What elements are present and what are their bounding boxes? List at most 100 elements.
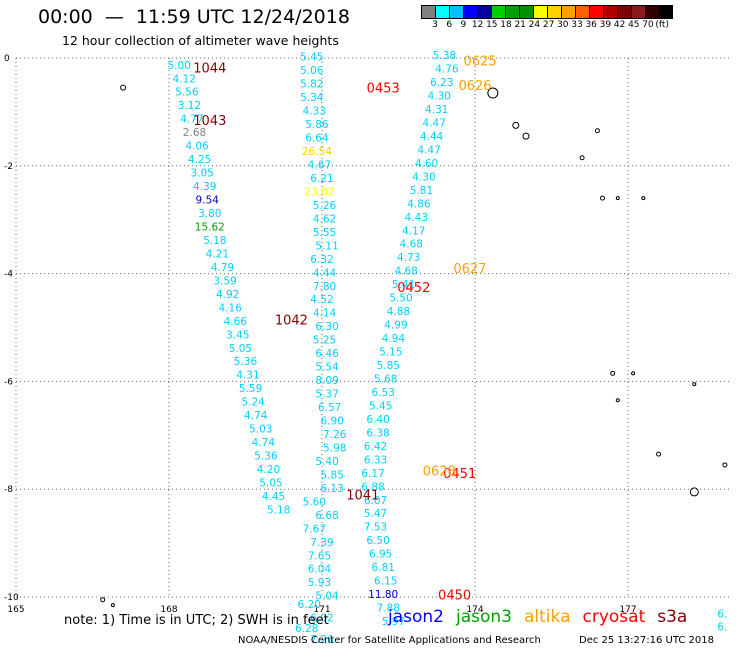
swh-reading: 5.47 — [364, 508, 387, 520]
swh-reading: 4.76 — [435, 64, 459, 76]
island-outline — [656, 451, 662, 457]
island-outline — [722, 462, 728, 468]
axis-labels: 165 168 171 174 177 0 -2 -4 -6 -8 -10 — [4, 54, 637, 615]
map-title: 00:00 — 11:59 UTC 12/24/2018 — [38, 6, 350, 28]
track-time-label: 0628 — [423, 464, 456, 479]
swh-reading: 7.88 — [377, 603, 400, 615]
swh-reading: 9.54 — [196, 195, 220, 207]
island-outline — [689, 487, 699, 497]
swh-reading: 6.95 — [369, 549, 392, 561]
swh-reading: 4.94 — [382, 333, 406, 345]
color-bar-tick: 9 — [460, 20, 467, 30]
swh-reading: 5.85 — [321, 469, 344, 481]
swh-reading: 6.53 — [372, 387, 395, 399]
swh-reading: 6.21 — [310, 173, 333, 185]
swh-reading: 4.47 — [423, 117, 446, 129]
x-tick-label: 168 — [160, 605, 177, 615]
color-swatch — [449, 5, 463, 19]
swh-reading: 5.56 — [175, 87, 199, 99]
color-swatch — [421, 5, 435, 19]
swh-reading: 4.86 — [407, 198, 431, 210]
swh-reading: 6.42 — [364, 441, 387, 453]
color-bar-tick: 27 — [542, 20, 555, 30]
island-outline — [487, 87, 499, 99]
color-bar-tick: 45 — [628, 20, 640, 30]
y-tick-label: -10 — [4, 593, 19, 603]
swh-reading: 5.34 — [300, 92, 324, 104]
color-bar-tick: 70 — [642, 20, 654, 30]
swh-reading: 7.26 — [310, 634, 334, 646]
swh-reading: 6.07 — [364, 495, 387, 507]
swh-reading: 4.16 — [219, 302, 243, 314]
swh-reading: 6.04 — [308, 564, 332, 576]
color-swatch — [589, 5, 603, 19]
swh-reading: 3.80 — [198, 208, 221, 220]
swh-reading: 5.98 — [323, 442, 346, 454]
island-outline — [579, 155, 585, 161]
swh-reading: 3.05 — [190, 168, 213, 180]
color-swatch — [435, 5, 449, 19]
color-swatch — [561, 5, 575, 19]
swh-reading: 5.45 — [300, 52, 323, 64]
island-outline — [522, 132, 530, 140]
color-swatch — [603, 5, 617, 19]
swh-reading: 6.64 — [305, 133, 329, 145]
swh-reading: 4.44 — [313, 267, 337, 279]
legend-item-s3a: s3a — [657, 607, 688, 627]
swh-reading: 4.31 — [425, 104, 448, 116]
swh-reading: 4.68 — [394, 266, 417, 278]
track-time-label: 0453 — [367, 82, 400, 97]
color-swatch — [533, 5, 547, 19]
island-outlines — [100, 84, 728, 608]
island-outline — [110, 603, 115, 608]
swh-reading: 4.67 — [308, 159, 331, 171]
island-outline — [641, 196, 646, 201]
footer-note: note: 1) Time is in UTC; 2) SWH is in fe… — [64, 613, 329, 628]
swh-readings: 5.004.12 5.563.12 4.772.68 4.064.25 3.054.39… — [168, 50, 728, 646]
swh-reading: 6.30 — [315, 321, 338, 333]
swh-reading: 4.92 — [216, 289, 239, 301]
swh-reading: 4.88 — [387, 306, 410, 318]
swh-reading: 5.24 — [241, 397, 265, 409]
island-outline — [600, 195, 605, 201]
track-time-label: 1043 — [193, 114, 226, 129]
swh-reading: 5.03 — [249, 424, 272, 436]
island-outline — [615, 196, 620, 201]
swh-reading: 5.86 — [305, 119, 329, 131]
swh-reading: 5.45 — [369, 400, 392, 412]
swh-reading: 6. — [717, 608, 727, 620]
track-time-label: 0451 — [443, 467, 476, 482]
swh-reading: 26.54 — [302, 146, 332, 158]
swh-reading: 5.25 — [313, 335, 336, 347]
swh-reading: 2.68 — [183, 127, 206, 139]
swh-reading: 8.09 — [315, 375, 338, 387]
swh-reading: 7.53 — [364, 522, 387, 534]
island-outline — [610, 370, 616, 376]
swh-reading: 11.80 — [368, 589, 398, 601]
swh-reading: 4.45 — [262, 491, 285, 503]
swh-reading: 5.05 — [259, 478, 282, 490]
swh-reading: 5.04 — [315, 591, 339, 603]
swh-reading: 4.99 — [384, 320, 407, 332]
color-swatch — [645, 5, 659, 19]
swh-reading: 5.41 — [392, 279, 415, 291]
color-bar-tick: 12 — [471, 20, 484, 30]
legend-item-altika: altika — [524, 607, 571, 627]
color-bar-tick: 39 — [599, 20, 612, 30]
track-time-label: 0626 — [458, 79, 491, 94]
swh-reading: 4.62 — [313, 213, 336, 225]
swh-reading: 4.21 — [206, 248, 229, 260]
color-bar-tick: 36 — [585, 20, 597, 30]
island-outline — [100, 597, 106, 603]
swh-reading: 4.33 — [303, 106, 326, 118]
track-time-label: 0450 — [438, 588, 471, 603]
color-swatch — [519, 5, 533, 19]
swh-reading: 5.40 — [315, 456, 338, 468]
swh-reading: 5.97 — [382, 616, 405, 628]
swh-reading: 6.02 — [310, 612, 333, 624]
x-tick-label: 171 — [313, 605, 330, 615]
swh-reading: 6.40 — [366, 414, 389, 426]
color-swatch — [547, 5, 561, 19]
swh-reading: 5.36 — [254, 451, 278, 463]
